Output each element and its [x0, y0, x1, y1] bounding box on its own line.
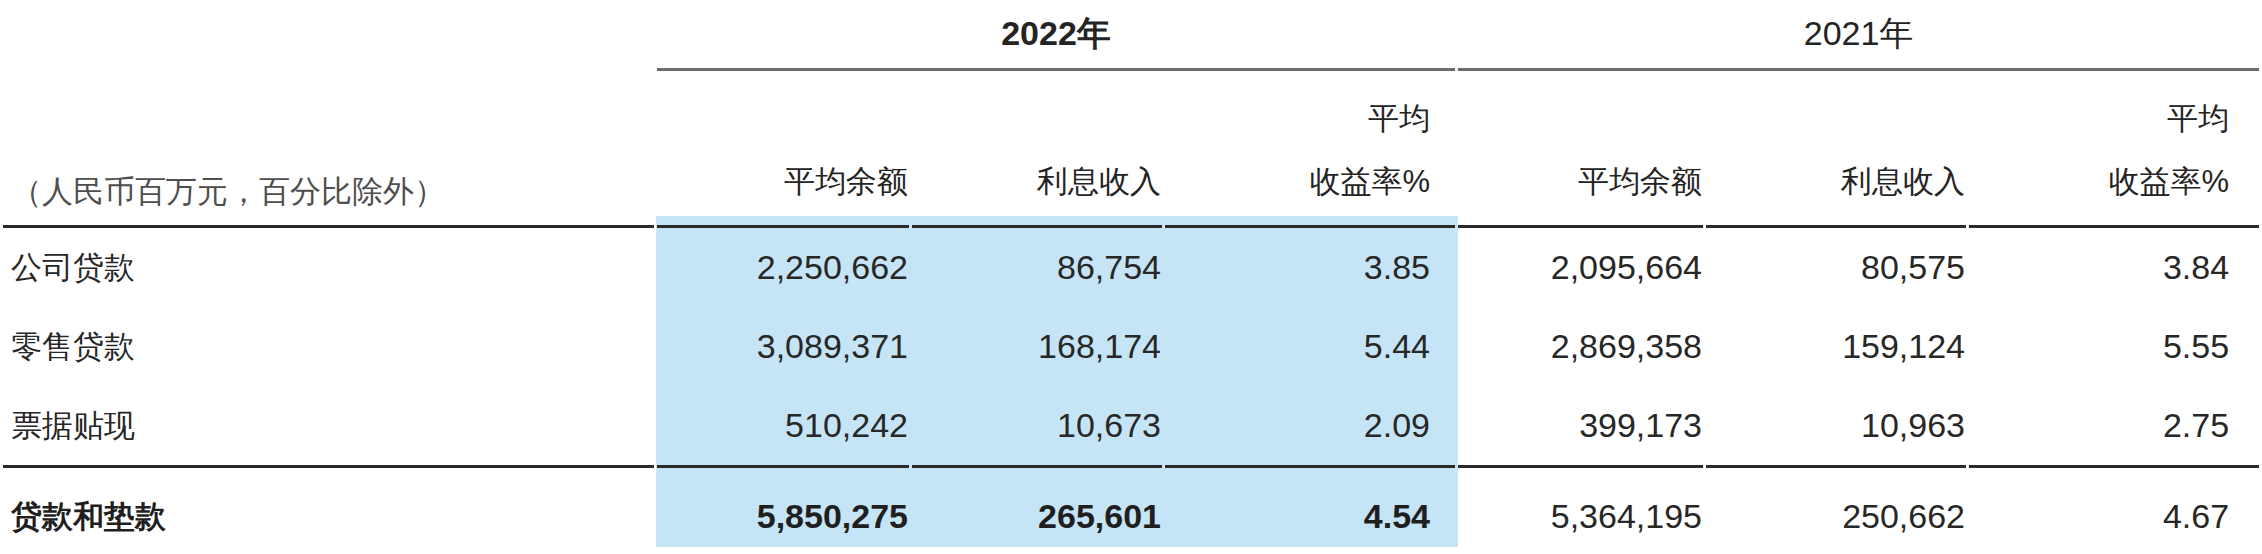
cell-2021-avg-balance: 2,095,664 [1458, 228, 1703, 307]
table-row-bill-discounting: 票据贴现 510,242 10,673 2.09 399,173 10,963 … [3, 386, 2259, 468]
table-row-corporate-loans: 公司贷款 2,250,662 86,754 3.85 2,095,664 80,… [3, 228, 2259, 307]
cell-2022-avg-yield: 3.85 [1165, 228, 1455, 307]
table-row-retail-loans: 零售贷款 3,089,371 168,174 5.44 2,869,358 15… [3, 307, 2259, 386]
year-header-row: 2022年 2021年 [3, 0, 2259, 71]
cell-2022-avg-yield: 4.54 [1165, 468, 1455, 554]
cell-2021-avg-yield: 2.75 [1969, 386, 2259, 468]
col-header-2022-avg-balance: 平均余额 [657, 71, 909, 228]
col-header-2021-interest-income: 利息收入 [1706, 71, 1966, 228]
column-header-row: （人民币百万元，百分比除外） 平均余额 利息收入 平均 收益率% 平均余额 利息… [3, 71, 2259, 228]
cell-2021-interest-income: 250,662 [1706, 468, 1966, 554]
cell-2021-avg-yield: 5.55 [1969, 307, 2259, 386]
cell-2022-interest-income: 10,673 [912, 386, 1162, 468]
cell-2021-avg-balance: 2,869,358 [1458, 307, 1703, 386]
cell-2021-interest-income: 10,963 [1706, 386, 1966, 468]
cell-2022-avg-yield: 2.09 [1165, 386, 1455, 468]
col-header-2021-avg-yield-line2: 收益率% [1970, 150, 2229, 213]
cell-2021-interest-income: 159,124 [1706, 307, 1966, 386]
cell-2022-avg-balance: 2,250,662 [657, 228, 909, 307]
cell-2021-interest-income: 80,575 [1706, 228, 1966, 307]
row-label: 公司贷款 [3, 228, 654, 307]
year-row-spacer [3, 0, 654, 71]
cell-2021-avg-yield: 4.67 [1969, 468, 2259, 554]
col-header-2022-interest-income: 利息收入 [912, 71, 1162, 228]
cell-2022-avg-yield: 5.44 [1165, 307, 1455, 386]
cell-2022-avg-balance: 510,242 [657, 386, 909, 468]
col-header-2022-avg-yield: 平均 收益率% [1165, 71, 1455, 228]
row-label: 贷款和垫款 [3, 468, 654, 554]
cell-2022-avg-balance: 3,089,371 [657, 307, 909, 386]
col-header-2022-avg-yield-line1: 平均 [1166, 87, 1430, 150]
row-label: 票据贴现 [3, 386, 654, 468]
year-header-2021: 2021年 [1458, 0, 2259, 71]
col-header-2022-avg-yield-line2: 收益率% [1166, 150, 1430, 213]
year-header-2022: 2022年 [657, 0, 1455, 71]
cell-2022-interest-income: 86,754 [912, 228, 1162, 307]
col-header-2021-avg-balance: 平均余额 [1458, 71, 1703, 228]
cell-2021-avg-yield: 3.84 [1969, 228, 2259, 307]
row-label: 零售贷款 [3, 307, 654, 386]
cell-2022-interest-income: 265,601 [912, 468, 1162, 554]
financial-report-table-page: 2022年 2021年 （人民币百万元，百分比除外） 平均余额 利息收入 平均 … [0, 0, 2262, 554]
unit-note: （人民币百万元，百分比除外） [3, 71, 654, 228]
col-header-2021-avg-yield: 平均 收益率% [1969, 71, 2259, 228]
cell-2021-avg-balance: 5,364,195 [1458, 468, 1703, 554]
col-header-2021-avg-yield-line1: 平均 [1970, 87, 2229, 150]
cell-2021-avg-balance: 399,173 [1458, 386, 1703, 468]
cell-2022-avg-balance: 5,850,275 [657, 468, 909, 554]
table-row-total-loans-and-advances: 贷款和垫款 5,850,275 265,601 4.54 5,364,195 2… [3, 468, 2259, 554]
loan-yield-table: 2022年 2021年 （人民币百万元，百分比除外） 平均余额 利息收入 平均 … [0, 0, 2262, 554]
cell-2022-interest-income: 168,174 [912, 307, 1162, 386]
